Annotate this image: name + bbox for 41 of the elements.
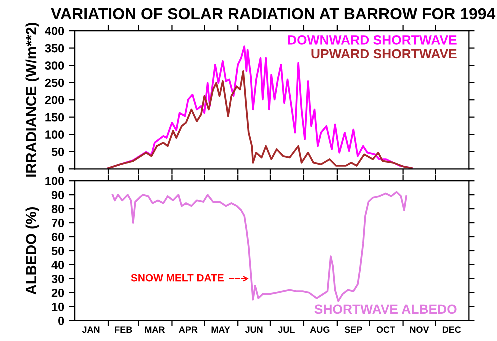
y-tick-label: 30 xyxy=(52,274,64,284)
x-tick-label: NOV xyxy=(410,326,430,334)
x-tick-label: JUN xyxy=(245,326,263,334)
chart-title: VARIATION OF SOLAR RADIATION AT BARROW FOR 1994 xyxy=(51,8,496,20)
y-tick-label: 80 xyxy=(52,205,64,214)
y-tick-label: 20 xyxy=(52,288,64,298)
x-tick-label: SEP xyxy=(344,326,362,334)
y-tick-label: 300 xyxy=(45,62,64,70)
y-tick-label: 400 xyxy=(45,27,64,36)
x-tick-label: FEB xyxy=(115,326,132,333)
y-tick-label: 100 xyxy=(46,130,64,140)
y-tick-label: 50 xyxy=(52,148,64,156)
x-tick-label: DEC xyxy=(442,326,462,334)
series-label: SHORTWAVE ALBEDO xyxy=(314,304,457,314)
y-tick-label: 0 xyxy=(58,165,64,174)
x-tick-label: JAN xyxy=(82,326,100,334)
series-label: DOWNWARD SHORTWAVE xyxy=(288,36,457,45)
text: UPWARD SHORTWAVE xyxy=(312,49,457,59)
y-tick-label: 0 xyxy=(58,316,64,326)
y-tick-label: 100 xyxy=(46,177,64,186)
x-tick-label: APR xyxy=(179,326,198,333)
x-tick-label: JUL xyxy=(278,326,295,334)
y-axis-title: IRRADIANCE (W/m**2) xyxy=(26,23,40,177)
line-series xyxy=(112,191,408,302)
x-tick-label: MAY xyxy=(212,326,230,333)
y-tick-label: 40 xyxy=(52,260,64,270)
y-axis-title: ALBEDO (%) xyxy=(26,208,40,295)
x-tick-label: OCT xyxy=(376,326,396,334)
x-tick-label: AUG xyxy=(310,326,330,334)
line-series xyxy=(108,70,413,170)
y-tick-label: 200 xyxy=(45,96,64,104)
y-tick-label: 70 xyxy=(52,219,64,228)
annotation: SNOW MELT DATE xyxy=(131,274,224,282)
y-tick-label: 90 xyxy=(52,191,64,200)
x-tick-label: MAR xyxy=(145,326,166,333)
y-tick-label: 10 xyxy=(52,302,64,312)
y-tick-label: 150 xyxy=(46,113,64,122)
y-tick-label: 250 xyxy=(45,78,64,88)
y-tick-label: 50 xyxy=(52,247,64,256)
y-tick-label: 60 xyxy=(52,233,64,242)
y-tick-label: 350 xyxy=(45,44,64,53)
